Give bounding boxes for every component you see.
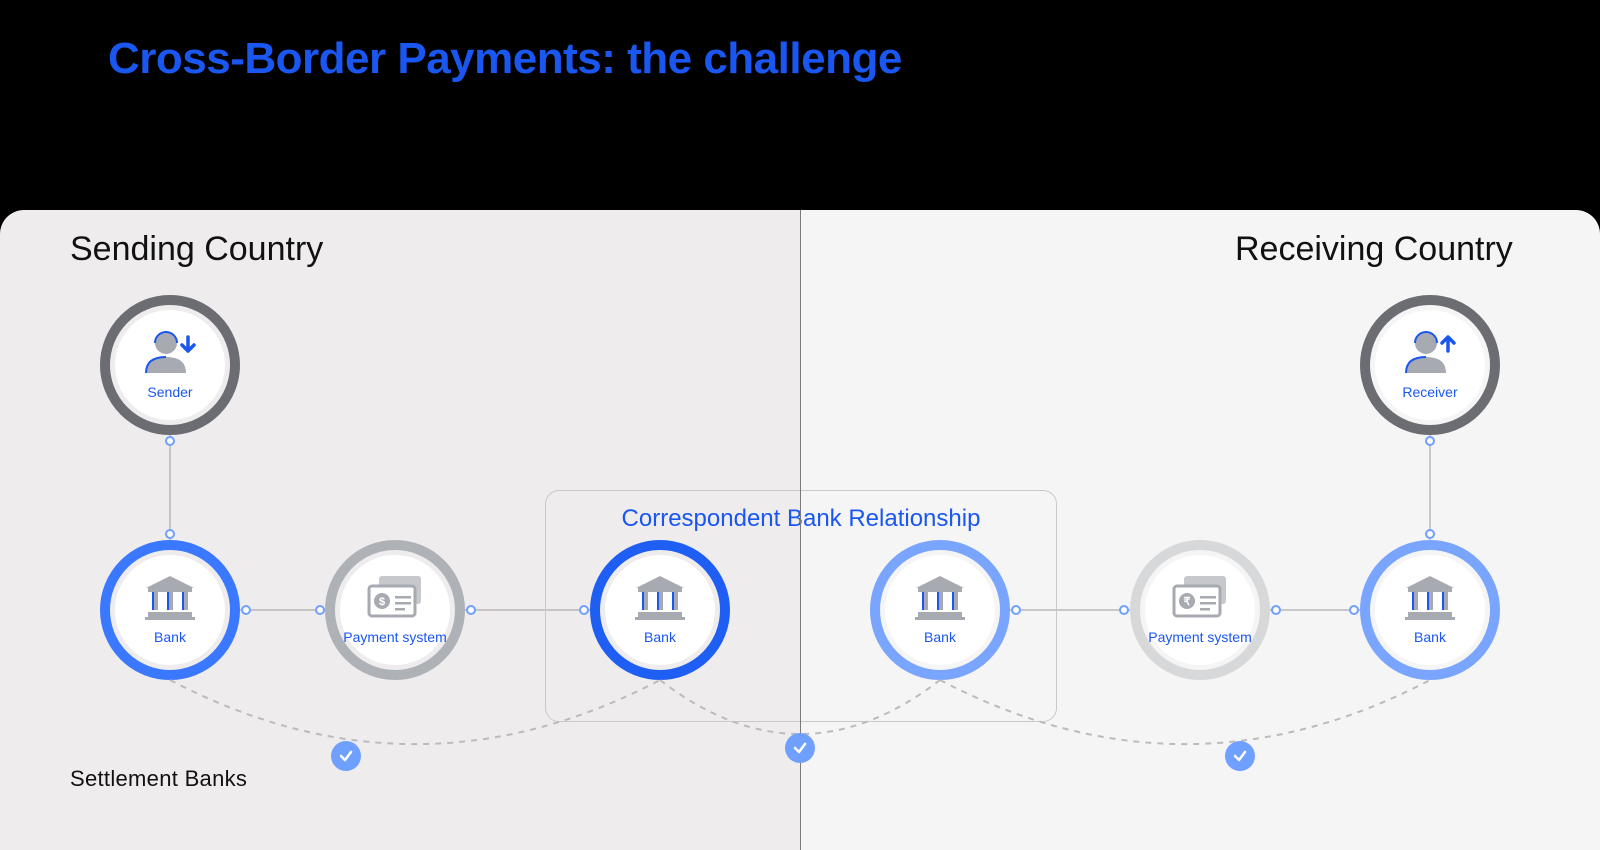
person-down-icon [140, 329, 200, 382]
panel-sending-title: Sending Country [70, 230, 323, 269]
settlement-check-icon [1225, 741, 1255, 771]
connector-dot [165, 529, 175, 539]
connector-dot [1119, 605, 1129, 615]
node-receiver: Receiver [1360, 295, 1500, 435]
settlement-check-icon [785, 733, 815, 763]
correspondent-bank-title: Correspondent Bank Relationship [546, 505, 1056, 533]
node-pay_recv-inner: ₹ Payment system [1145, 555, 1255, 665]
page-title: Cross-Border Payments: the challenge [108, 34, 902, 84]
bank-icon [1400, 574, 1460, 627]
card-dollar-icon: $ [365, 574, 425, 627]
connector-dot [1271, 605, 1281, 615]
settlement-banks-label: Settlement Banks [70, 766, 247, 792]
node-corr_left: Bank [590, 540, 730, 680]
node-bank_send-inner: Bank [115, 555, 225, 665]
node-pay_recv-label: Payment system [1148, 629, 1251, 646]
node-bank_recv-inner: Bank [1375, 555, 1485, 665]
node-corr_right-inner: Bank [885, 555, 995, 665]
connector-dot [1011, 605, 1021, 615]
connector-dot [315, 605, 325, 615]
card-rupee-icon: ₹ [1170, 574, 1230, 627]
panel-receiving-title: Receiving Country [1235, 230, 1513, 269]
connector-dot [579, 605, 589, 615]
node-sender: Sender [100, 295, 240, 435]
bank-icon [140, 574, 200, 627]
connector-dot [1425, 529, 1435, 539]
node-bank_send-label: Bank [154, 629, 186, 646]
node-receiver-inner: Receiver [1375, 310, 1485, 420]
node-sender-inner: Sender [115, 310, 225, 420]
node-corr_right-label: Bank [924, 629, 956, 646]
bank-icon [910, 574, 970, 627]
node-corr_left-inner: Bank [605, 555, 715, 665]
connector-dot [241, 605, 251, 615]
connector-dot [466, 605, 476, 615]
node-bank_send: Bank [100, 540, 240, 680]
connector-dot [1349, 605, 1359, 615]
node-pay_recv: ₹ Payment system [1130, 540, 1270, 680]
person-up-icon [1400, 329, 1460, 382]
node-bank_recv-label: Bank [1414, 629, 1446, 646]
node-pay_send-label: Payment system [343, 629, 446, 646]
node-receiver-label: Receiver [1402, 384, 1457, 401]
bank-icon [630, 574, 690, 627]
svg-text:₹: ₹ [1184, 596, 1191, 608]
svg-text:$: $ [379, 596, 385, 608]
connector-dot [165, 436, 175, 446]
node-corr_left-label: Bank [644, 629, 676, 646]
node-corr_right: Bank [870, 540, 1010, 680]
connector-dot [1425, 436, 1435, 446]
node-sender-label: Sender [147, 384, 192, 401]
node-bank_recv: Bank [1360, 540, 1500, 680]
node-pay_send: $ Payment system [325, 540, 465, 680]
settlement-check-icon [331, 741, 361, 771]
node-pay_send-inner: $ Payment system [340, 555, 450, 665]
